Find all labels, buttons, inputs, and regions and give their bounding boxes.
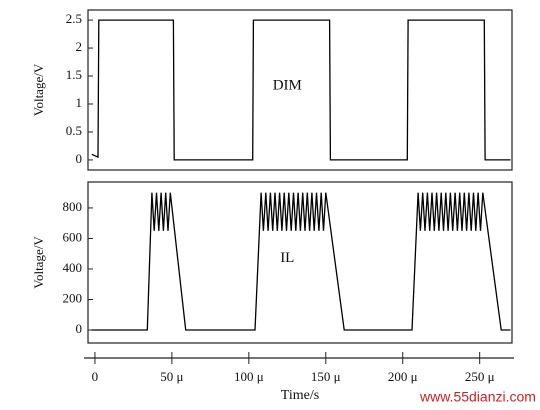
- y-tick-label: 200: [63, 290, 83, 305]
- watermark: www.55dianzi.com: [419, 389, 536, 405]
- y-tick-label: 1: [76, 95, 83, 110]
- y-tick-label: 800: [63, 199, 83, 214]
- x-tick-label: 100 μ: [234, 369, 264, 384]
- data-line: [91, 192, 511, 331]
- x-tick-label: 250 μ: [465, 369, 495, 384]
- x-tick-label: 200 μ: [388, 369, 418, 384]
- annotation: DIM: [273, 77, 302, 93]
- y-tick-label: 2: [76, 39, 83, 54]
- y-tick-label: 0: [76, 321, 83, 336]
- y-tick-label: 2.5: [66, 11, 82, 26]
- annotation: IL: [280, 250, 294, 266]
- x-tick-label: 150 μ: [311, 369, 341, 384]
- data-line: [91, 19, 511, 161]
- y-axis-label: Voltage/V: [31, 63, 46, 116]
- x-axis-label: Time/s: [281, 388, 319, 403]
- y-tick-label: 0: [76, 151, 83, 166]
- x-tick-label: 50 μ: [160, 369, 183, 384]
- y-axis-label: Voltage/V: [31, 236, 46, 289]
- y-tick-label: 600: [63, 229, 83, 244]
- y-tick-label: 400: [63, 260, 83, 275]
- plot-frame: [87, 181, 513, 344]
- y-tick-label: 0.5: [66, 123, 82, 138]
- plot-frame: [87, 9, 513, 171]
- y-tick-label: 1.5: [66, 67, 82, 82]
- x-tick-label: 0: [92, 369, 99, 384]
